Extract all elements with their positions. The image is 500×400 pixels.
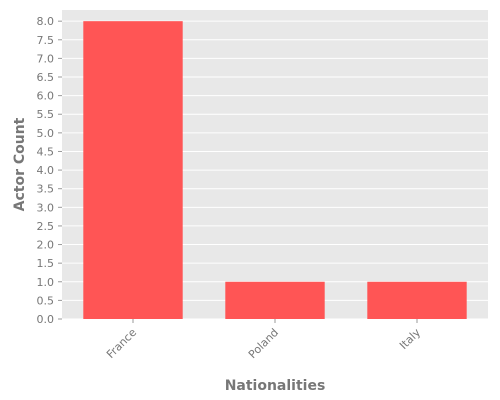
x-tick-label-italy: Italy — [397, 326, 423, 352]
y-tick-label: 7.5 — [37, 34, 55, 47]
y-axis-ticks: 0.0 0.5 1.0 1.5 2.0 2.5 3.0 3.5 4.0 4.5 5.0 5.5 6.0 6… — [37, 15, 62, 326]
y-axis-title: Actor Count — [12, 117, 28, 211]
y-tick-label: 6.0 — [37, 90, 55, 103]
y-tick-label: 8.0 — [37, 15, 55, 28]
x-tick-label-france: France — [104, 326, 139, 361]
y-tick-label: 5.0 — [37, 127, 55, 140]
x-axis-ticks: France Poland Italy — [104, 319, 423, 361]
bars — [83, 21, 467, 320]
y-tick-label: 1.0 — [37, 276, 55, 289]
y-tick-label: 5.5 — [37, 108, 55, 121]
y-tick-label: 4.0 — [37, 164, 55, 177]
y-tick-label: 7.0 — [37, 52, 55, 65]
bar-france — [83, 21, 183, 320]
y-tick-label: 6.5 — [37, 71, 55, 84]
bar-italy — [367, 281, 467, 319]
y-tick-label: 4.5 — [37, 145, 55, 158]
x-axis-title: Nationalities — [225, 378, 326, 394]
y-tick-label: 2.5 — [37, 220, 55, 233]
x-tick-label-poland: Poland — [246, 326, 281, 361]
y-tick-label: 0.5 — [37, 294, 55, 307]
bar-poland — [225, 281, 325, 319]
y-tick-label: 3.0 — [37, 201, 55, 214]
y-tick-label: 0.0 — [37, 313, 55, 326]
y-tick-label: 2.0 — [37, 239, 55, 252]
y-tick-label: 1.5 — [37, 257, 55, 270]
y-tick-label: 3.5 — [37, 183, 55, 196]
